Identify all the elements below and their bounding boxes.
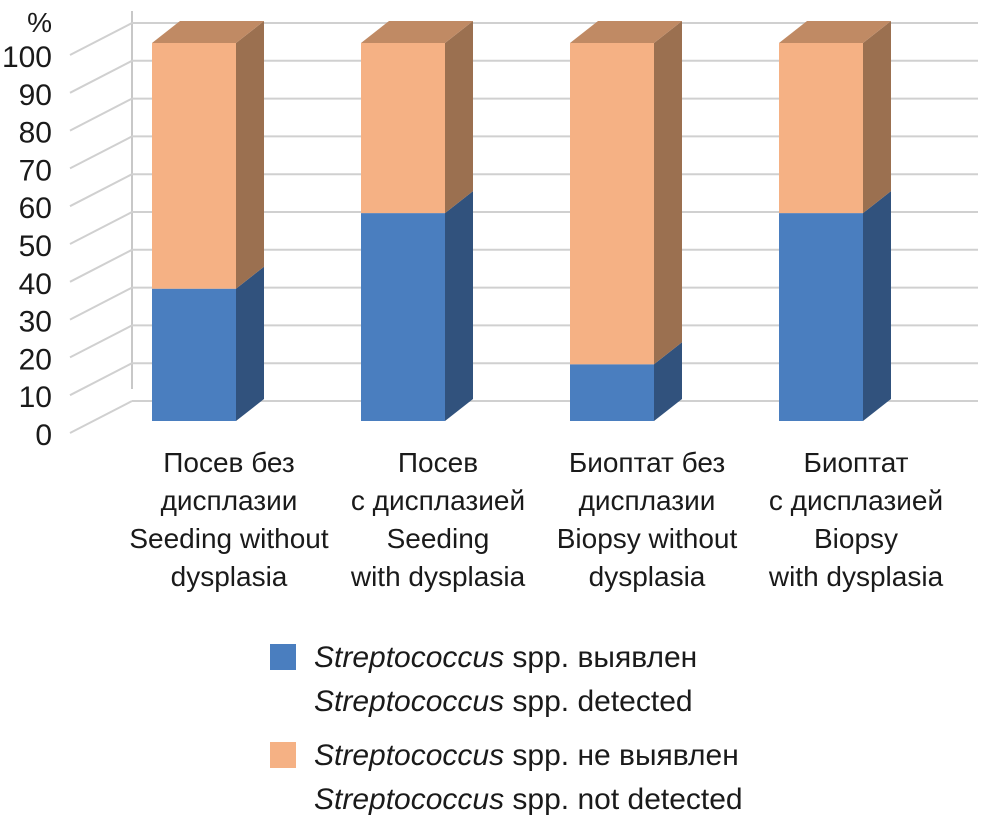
- legend-item: Streptococcus spp. не выявлен Streptococc…: [270, 734, 970, 822]
- x-category-label-line: Seeding: [387, 523, 490, 554]
- x-category-label-line: Seeding without: [129, 523, 328, 554]
- y-tick-label: 80: [19, 117, 52, 150]
- grid-diagonal: [69, 324, 133, 359]
- x-category-label-line: Биоптат: [803, 447, 908, 478]
- x-category-label: Биоптат с дисплазией Biopsy with dysplasia: [768, 447, 944, 592]
- bar-top: [361, 21, 473, 43]
- legend-label-italic: Streptococcus: [314, 783, 505, 816]
- bar-segment: [361, 21, 473, 214]
- legend-label-line: Streptococcus spp. не выявлен: [314, 734, 970, 778]
- grid-diagonal: [69, 135, 133, 170]
- legend-label-line: Streptococcus spp. detected: [314, 680, 970, 724]
- grid-diagonal: [69, 97, 133, 132]
- grid-diagonal: [69, 400, 133, 434]
- y-tick-label: 0: [35, 419, 52, 452]
- grid-diagonal: [69, 211, 133, 245]
- x-category-label: Посев без дисплазии Seeding without dysplas…: [129, 447, 328, 592]
- x-category-label-line: с дисплазией: [351, 485, 525, 516]
- bar-segment: [152, 266, 264, 421]
- bar-side: [236, 266, 264, 421]
- x-category-label-line: дисплазии: [161, 485, 298, 516]
- bars: [152, 21, 891, 421]
- bar-side: [654, 342, 682, 421]
- bar-segment: [570, 21, 682, 365]
- bar-segment: [779, 191, 891, 421]
- bar-segment: [152, 21, 264, 289]
- y-tick-label: 100: [2, 41, 52, 74]
- bar-front: [152, 288, 236, 421]
- x-category-label-line: with dysplasia: [350, 561, 526, 592]
- y-tick-label: 50: [19, 230, 52, 263]
- x-category-label-line: с дисплазией: [769, 485, 943, 516]
- x-category-label-line: Biopsy without: [557, 523, 738, 554]
- bar-side: [445, 191, 473, 421]
- x-category-label-line: Посев без: [163, 447, 294, 478]
- grid-diagonal: [69, 59, 133, 94]
- bar-top: [152, 21, 264, 43]
- x-category-label-line: Биоптат без: [569, 447, 725, 478]
- bar-segment: [570, 342, 682, 421]
- bar-top: [570, 21, 682, 43]
- grid-diagonal: [69, 286, 133, 321]
- x-category-label-line: with dysplasia: [768, 561, 944, 592]
- x-category-label-line: dysplasia: [589, 561, 706, 592]
- bar-segment: [779, 21, 891, 214]
- legend-label-italic: Streptococcus: [314, 739, 505, 772]
- x-axis-labels: Посев без дисплазии Seeding without dysplas…: [129, 447, 943, 592]
- legend: Streptococcus spp. выявлен Streptococcus …: [270, 636, 970, 832]
- x-category-label: Посев с дисплазией Seeding with dysplasia: [350, 447, 526, 592]
- y-tick-label: 10: [19, 381, 52, 414]
- bar-front: [570, 43, 654, 365]
- legend-label-text: spp. not detected: [504, 783, 743, 816]
- legend-label-text: spp. не выявлен: [504, 739, 739, 772]
- y-unit-label: %: [27, 7, 52, 38]
- bar-front: [361, 213, 445, 421]
- grid-diagonal: [69, 362, 133, 397]
- y-tick-label: 70: [19, 154, 52, 187]
- bar-front: [779, 213, 863, 421]
- legend-label-italic: Streptococcus: [314, 641, 505, 674]
- legend-label-text: spp. detected: [504, 685, 693, 718]
- legend-label-italic: Streptococcus: [314, 685, 505, 718]
- bar-side: [863, 21, 891, 214]
- bar-side: [236, 21, 264, 289]
- bar-top: [779, 21, 891, 43]
- grid-diagonal: [69, 22, 133, 56]
- bar-front: [361, 43, 445, 214]
- legend-label-text: spp. выявлен: [504, 641, 698, 674]
- y-axis: 0 10 20 30 40 50 60 70 80 90 100%: [2, 7, 52, 452]
- grid-diagonal: [69, 173, 133, 208]
- x-category-label: Биоптат без дисплазии Biopsy without dyspla…: [557, 447, 738, 592]
- bar-front: [779, 43, 863, 214]
- legend-swatch: [270, 644, 296, 670]
- bar-side: [445, 21, 473, 214]
- legend-label-line: Streptococcus spp. выявлен: [314, 636, 970, 680]
- y-tick-label: 90: [19, 79, 52, 112]
- y-tick-label: 30: [19, 306, 52, 339]
- bar-front: [152, 43, 236, 289]
- bar-side: [654, 21, 682, 365]
- bar-side: [863, 191, 891, 421]
- x-category-label-line: Посев: [398, 447, 478, 478]
- x-category-label-line: дисплазии: [579, 485, 716, 516]
- y-tick-label: 40: [19, 268, 52, 301]
- y-tick-label: 60: [19, 192, 52, 225]
- legend-label-line: Streptococcus spp. not detected: [314, 778, 970, 822]
- bar-segment: [361, 191, 473, 421]
- x-category-label-line: dysplasia: [171, 561, 288, 592]
- legend-item: Streptococcus spp. выявлен Streptococcus …: [270, 636, 970, 724]
- x-category-label-line: Biopsy: [814, 523, 898, 554]
- y-tick-label: 20: [19, 343, 52, 376]
- grid-diagonal: [69, 248, 133, 283]
- legend-swatch: [270, 742, 296, 768]
- bar-front: [570, 364, 654, 421]
